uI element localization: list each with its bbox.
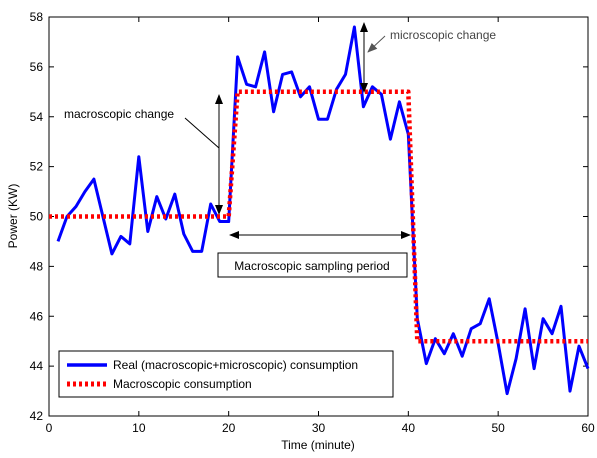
x-tick-label: 50 bbox=[491, 421, 505, 435]
y-axis-ticks: 42 44 46 48 50 52 54 56 58 bbox=[30, 10, 588, 423]
y-tick-label: 48 bbox=[30, 259, 44, 273]
x-tick-label: 10 bbox=[132, 421, 146, 435]
y-tick-label: 46 bbox=[30, 309, 44, 323]
y-tick-label: 56 bbox=[30, 60, 44, 74]
sampling-period-label: Macroscopic sampling period bbox=[234, 259, 389, 273]
x-axis-ticks: 0 10 20 30 40 50 60 bbox=[46, 17, 595, 435]
microscopic-change-leader bbox=[367, 35, 386, 53]
series-line-real bbox=[56, 25, 590, 396]
microscopic-change-label: microscopic change bbox=[390, 28, 496, 42]
legend-label-real: Real (macroscopic+microscopic) consumpti… bbox=[113, 358, 358, 372]
microscopic-change-annotation: microscopic change bbox=[360, 22, 496, 93]
macroscopic-change-annotation: macroscopic change bbox=[64, 94, 223, 215]
x-tick-label: 20 bbox=[222, 421, 236, 435]
series-line-macroscopic bbox=[49, 89, 588, 344]
x-tick-label: 0 bbox=[46, 421, 53, 435]
x-axis-label: Time (minute) bbox=[281, 438, 355, 452]
x-tick-label: 60 bbox=[581, 421, 595, 435]
y-tick-label: 52 bbox=[30, 160, 44, 174]
x-tick-label: 30 bbox=[312, 421, 326, 435]
y-tick-label: 44 bbox=[30, 359, 44, 373]
sampling-period-box bbox=[217, 252, 408, 278]
y-tick-label: 42 bbox=[30, 409, 44, 423]
y-tick-label: 58 bbox=[30, 10, 44, 24]
macroscopic-change-leader bbox=[184, 117, 220, 149]
series-layer bbox=[49, 25, 590, 396]
y-tick-label: 50 bbox=[30, 210, 44, 224]
legend-label-macro: Macroscopic consumption bbox=[113, 377, 252, 391]
legend-box bbox=[58, 350, 394, 398]
y-axis-label: Power (KW) bbox=[6, 184, 20, 249]
sampling-period-annotation: Macroscopic sampling period bbox=[217, 231, 411, 278]
legend: Real (macroscopic+microscopic) consumpti… bbox=[58, 350, 394, 398]
x-tick-label: 40 bbox=[402, 421, 416, 435]
macroscopic-change-label: macroscopic change bbox=[64, 107, 174, 121]
y-tick-label: 54 bbox=[30, 110, 44, 124]
